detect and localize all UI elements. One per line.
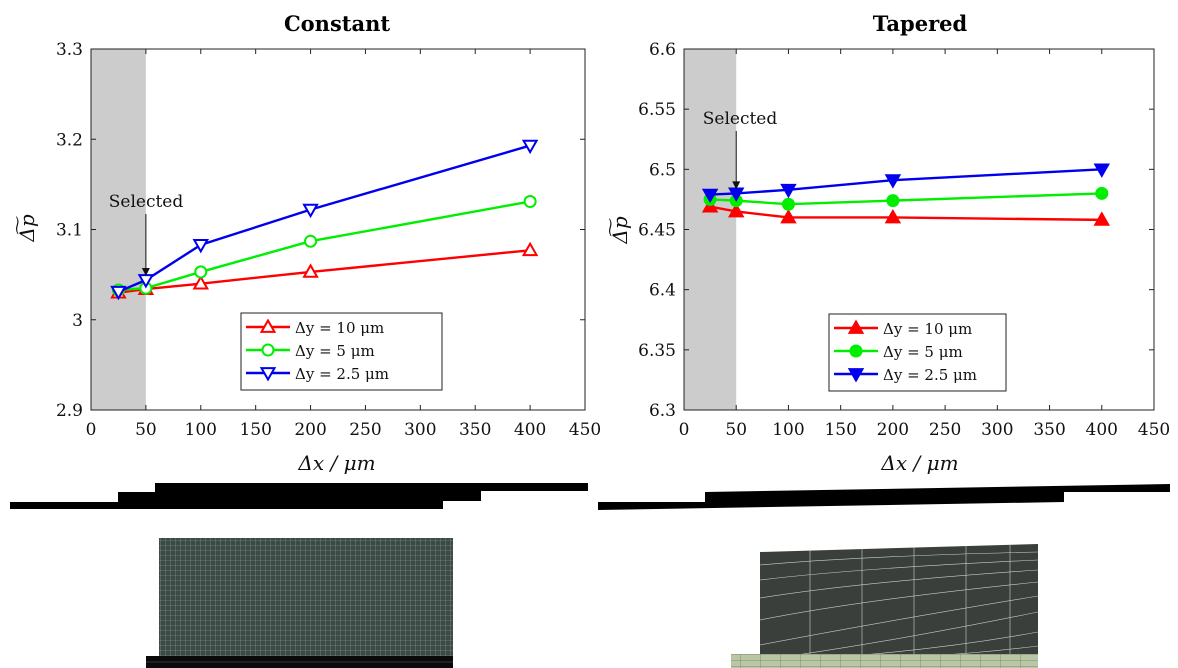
annotation-arrow-head (141, 268, 150, 277)
legend-swatch-marker (847, 319, 865, 334)
data-point (1095, 186, 1109, 200)
legend-swatch-marker (261, 343, 275, 357)
mesh-tapered (731, 544, 1038, 668)
x-tick-label: 250 (929, 420, 961, 440)
legend: Δy = 10 μm Δy = 5 μm Δy = 2.5 μm (240, 312, 443, 391)
chart-title: Constant (284, 11, 390, 36)
legend-label: Δy = 2.5 μm (295, 365, 389, 383)
x-tick-label: 100 (772, 420, 804, 440)
y-tick-label: 6.35 (638, 341, 676, 361)
y-axis-label: Δ͠p (608, 216, 632, 244)
x-tick-label: 0 (679, 420, 690, 440)
x-axis-label: Δx / μm (297, 451, 375, 475)
x-tick-label: 300 (404, 420, 436, 440)
legend-label: Δy = 2.5 μm (883, 366, 977, 384)
y-tick-label: 3 (72, 311, 83, 331)
data-point (701, 188, 719, 204)
legend-swatch-marker (849, 344, 863, 358)
y-tick-label: 6.4 (649, 281, 676, 301)
x-tick-label: 150 (824, 420, 856, 440)
selected-region-shade (684, 49, 737, 410)
y-tick-label: 6.45 (638, 221, 676, 241)
selected-annotation: Selected (703, 109, 778, 129)
y-tick-label: 6.3 (649, 401, 676, 421)
x-tick-label: 250 (349, 420, 381, 440)
chart-tapered: 0 50 100 150 200 250 300 350 400 450 6.3 6.35 6.4 6.4… (608, 11, 1170, 475)
legend-label: Δy = 5 μm (295, 342, 375, 360)
mesh-tapered-lines (760, 545, 1038, 656)
geometry-constant (10, 483, 588, 509)
series-line (118, 200, 531, 292)
chart-constant: 0 50 100 150 200 250 300 350 400 450 2.9 3 3.1 3.2 3.3… (15, 11, 601, 475)
data-point (884, 174, 902, 189)
data-point (884, 208, 902, 224)
data-point (523, 194, 537, 209)
data-point (781, 197, 795, 211)
selected-annotation: Selected (109, 192, 184, 212)
mesh-tapered-base (731, 654, 1038, 668)
legend-label: Δy = 10 μm (883, 320, 972, 338)
legend-label: Δy = 5 μm (883, 343, 963, 361)
x-tick-label: 450 (1138, 420, 1170, 440)
data-point (192, 275, 210, 290)
legend-swatch-marker (259, 318, 277, 333)
x-tick-label: 100 (185, 420, 217, 440)
legend-label: Δy = 10 μm (295, 319, 384, 337)
x-tick-label: 400 (514, 420, 546, 440)
y-tick-label: 3.1 (56, 221, 83, 241)
channel-outline-constant (10, 483, 588, 509)
x-tick-label: 300 (981, 420, 1013, 440)
data-point (110, 285, 127, 301)
data-point (780, 208, 797, 224)
x-tick-label: 50 (135, 420, 157, 440)
x-tick-label: 200 (877, 420, 909, 440)
data-point (304, 234, 318, 248)
x-tick-label: 400 (1086, 420, 1118, 440)
data-point (521, 241, 539, 257)
y-tick-label: 2.9 (56, 401, 83, 421)
y-tick-label: 3.2 (56, 130, 83, 150)
x-axis-label: Δx / μm (880, 451, 958, 475)
x-tick-label: 50 (725, 420, 747, 440)
legend: Δy = 10 μm Δy = 5 μm Δy = 2.5 μm (828, 313, 1007, 392)
mesh-constant-block (159, 538, 453, 656)
data-point (192, 238, 210, 254)
x-tick-label: 350 (459, 420, 491, 440)
data-point (194, 265, 208, 279)
mesh-constant (146, 538, 453, 668)
selected-region-shade (91, 49, 146, 410)
data-point (302, 203, 319, 219)
series-line (710, 168, 1102, 196)
y-axis-label: Δ͠p (15, 214, 39, 242)
data-point (886, 194, 900, 208)
series-line (710, 192, 1102, 206)
chart-title: Tapered (873, 11, 968, 36)
data-point (1093, 211, 1111, 226)
x-tick-label: 0 (86, 420, 97, 440)
data-point (727, 202, 745, 218)
y-tick-label: 6.55 (638, 100, 676, 120)
mesh-tapered-block (760, 544, 1038, 656)
y-tick-label: 6.6 (649, 40, 676, 60)
data-point (780, 183, 797, 199)
geometry-tapered (598, 484, 1170, 510)
legend-swatch-marker (847, 368, 865, 383)
x-tick-label: 350 (1033, 420, 1065, 440)
channel-outline-tapered (598, 484, 1170, 510)
x-tick-label: 150 (239, 420, 271, 440)
data-point (1093, 163, 1111, 178)
annotation-arrow-head (732, 181, 741, 190)
x-tick-label: 450 (569, 420, 601, 440)
data-point (302, 263, 319, 278)
data-point (521, 139, 539, 155)
x-tick-label: 200 (294, 420, 326, 440)
series-line (709, 205, 1102, 222)
y-tick-label: 6.5 (649, 160, 676, 180)
legend-swatch-marker (259, 367, 277, 382)
y-tick-label: 3.3 (56, 40, 83, 60)
